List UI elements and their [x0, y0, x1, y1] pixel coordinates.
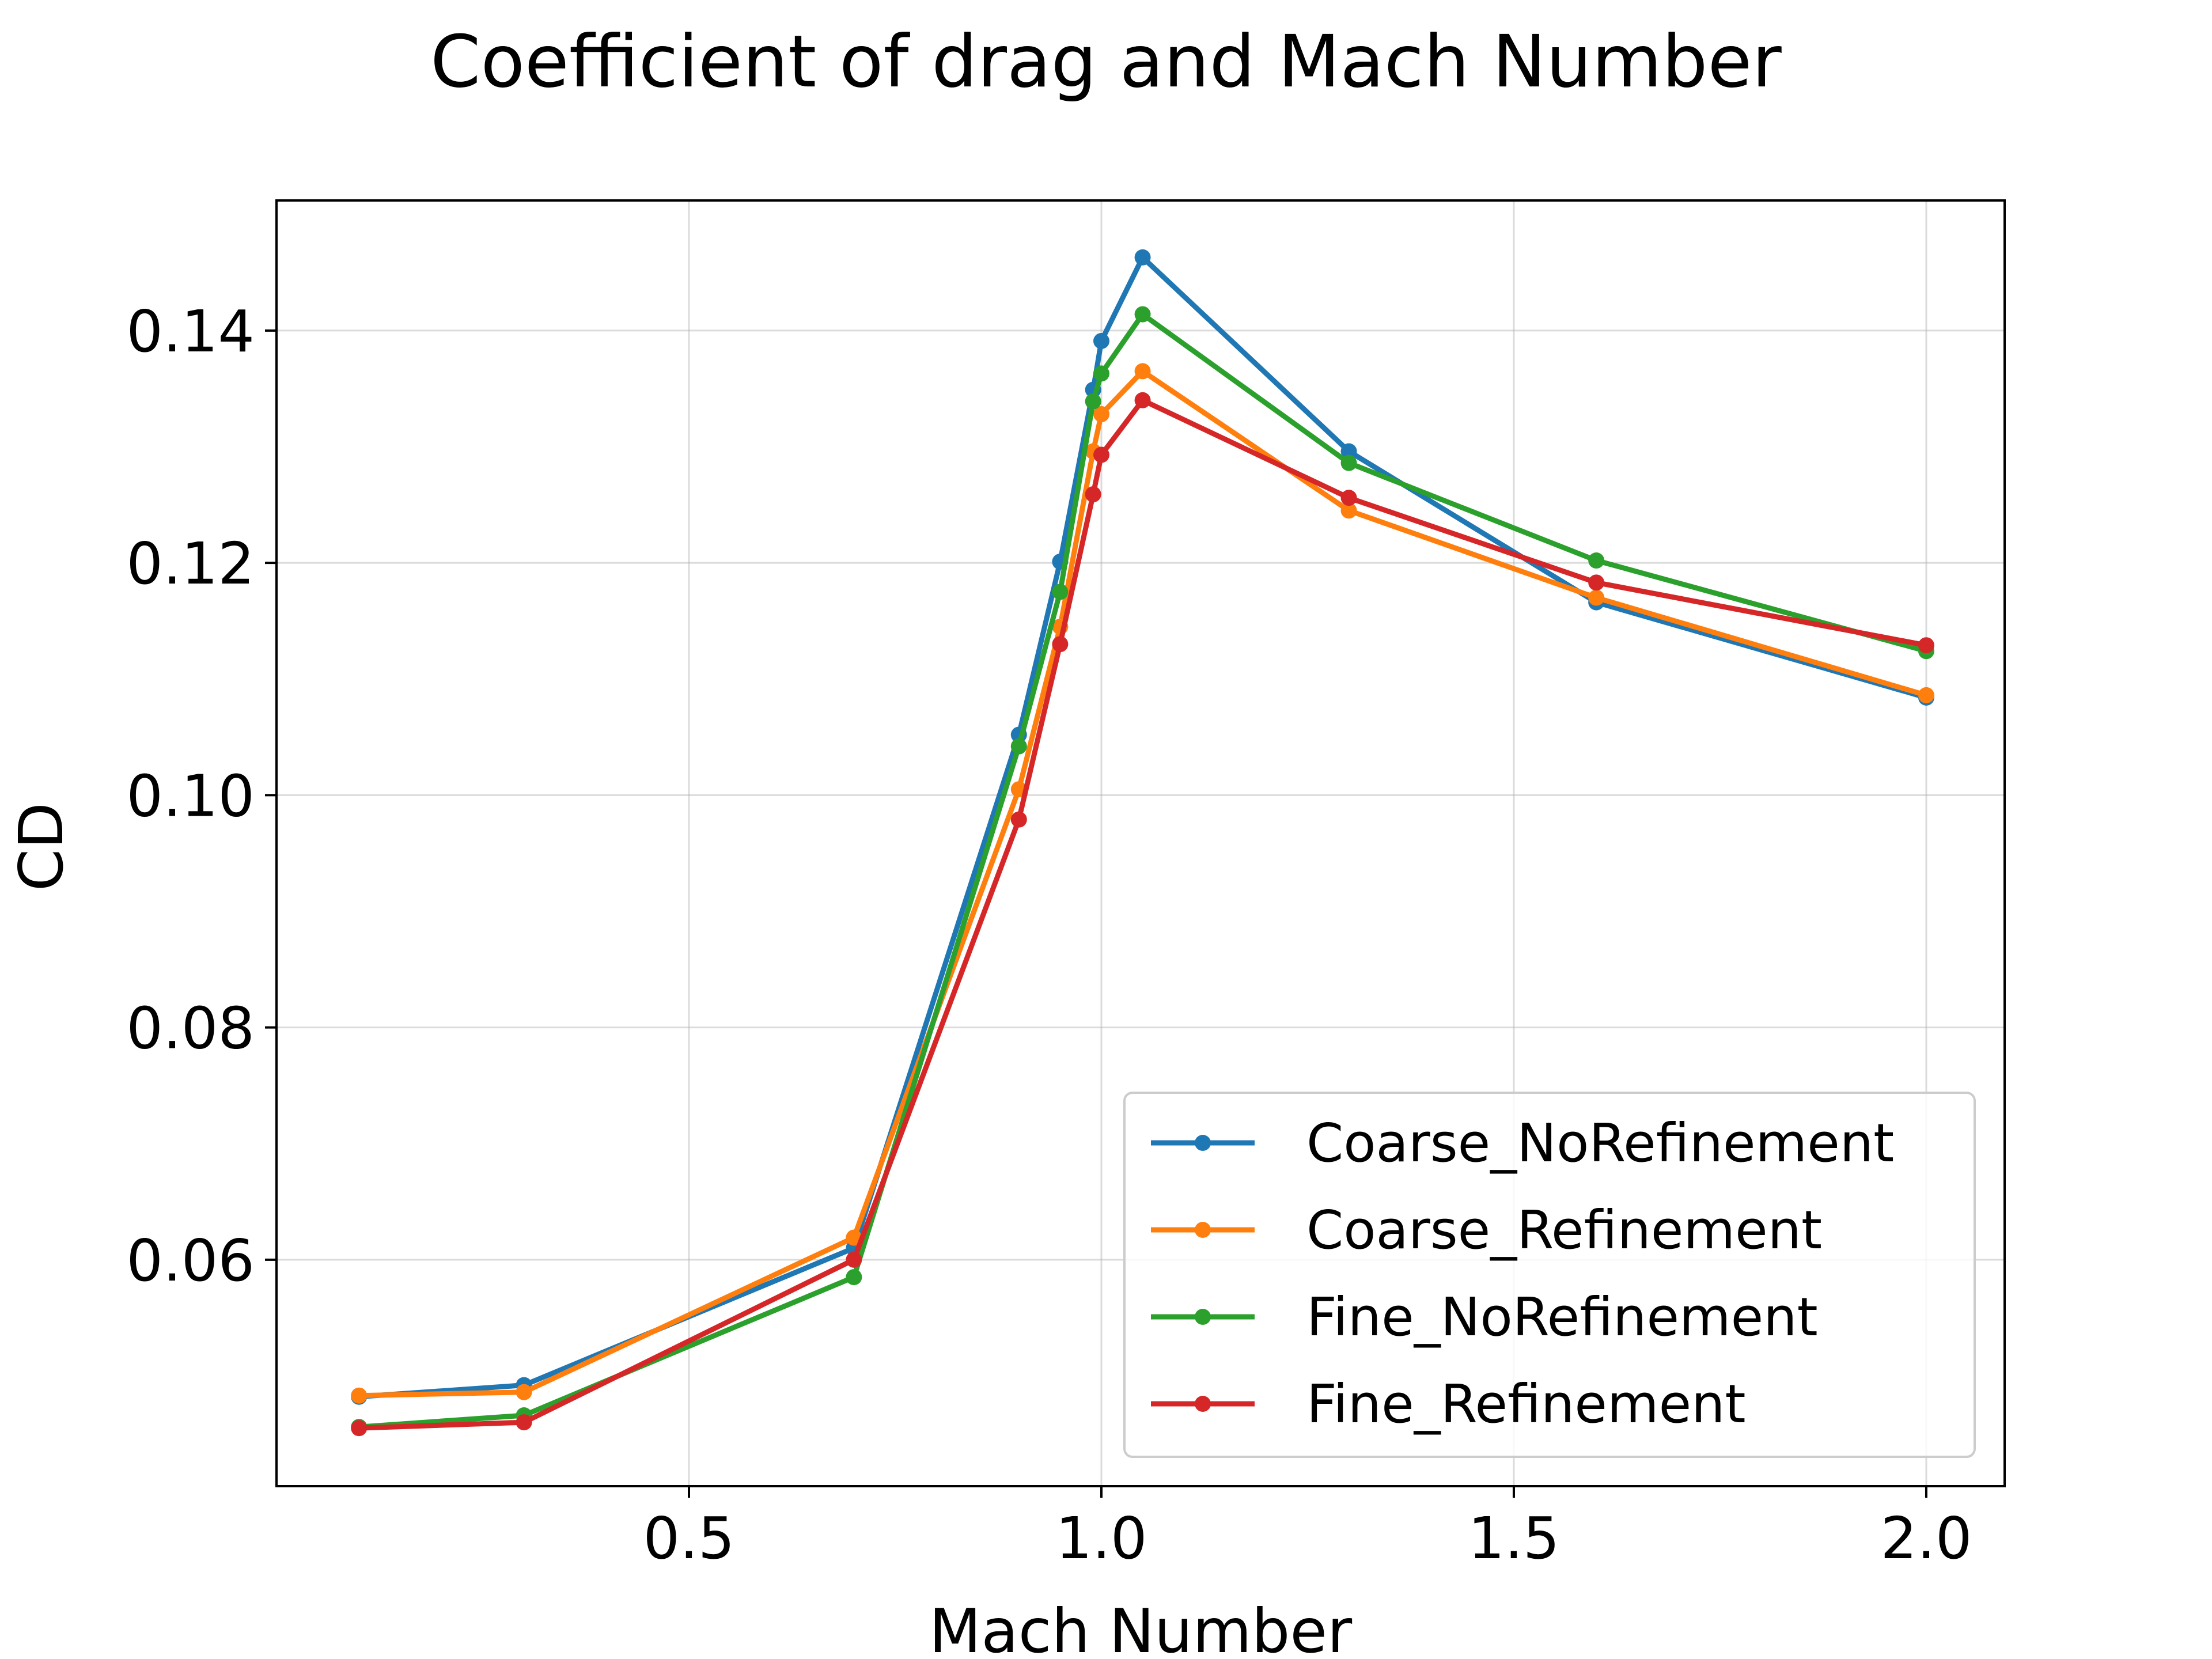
- data-point: [351, 1420, 368, 1437]
- series-fine-norefinement: [351, 306, 1934, 1435]
- x-tick-label: 2.0: [1880, 1505, 1972, 1572]
- series-fine-refinement: [351, 392, 1934, 1437]
- data-point: [846, 1269, 862, 1286]
- data-point: [1085, 393, 1101, 410]
- series-group: [351, 249, 1934, 1437]
- y-tick-label: 0.06: [126, 1227, 255, 1294]
- legend-entry: Fine_NoRefinement: [1151, 1286, 1818, 1348]
- data-point: [1134, 392, 1151, 408]
- x-axis-ticks: 0.5 1.0 1.5 2.0: [643, 1486, 1972, 1572]
- data-point: [1340, 502, 1357, 519]
- data-point: [1918, 637, 1934, 654]
- legend-items: Coarse_NoRefinement Coarse_Refinement Fine…: [1151, 1112, 1894, 1435]
- legend-marker: [1195, 1309, 1211, 1325]
- data-point: [516, 1384, 532, 1400]
- data-point: [1134, 249, 1151, 266]
- data-point: [351, 1387, 368, 1404]
- legend-box: [1123, 1092, 1976, 1458]
- legend-label: Fine_Refinement: [1306, 1373, 1746, 1435]
- data-point: [1093, 332, 1109, 349]
- y-tick-label: 0.12: [126, 530, 255, 597]
- legend-entry: Coarse_Refinement: [1151, 1199, 1822, 1261]
- legend-marker: [1195, 1135, 1211, 1151]
- x-axis-label: Mach Number: [929, 1596, 1353, 1659]
- legend-entry: Coarse_NoRefinement: [1151, 1112, 1894, 1174]
- y-tick-label: 0.08: [126, 995, 255, 1062]
- plot-frame: [275, 199, 2006, 1487]
- legend-entry: Fine_Refinement: [1151, 1373, 1746, 1435]
- data-point: [1340, 454, 1357, 471]
- chart-title: Coefficient of drag and Mach Number: [430, 20, 1782, 104]
- y-tick-label: 0.14: [126, 298, 255, 365]
- data-point: [1052, 584, 1069, 600]
- data-point: [1010, 738, 1027, 755]
- data-point: [1340, 490, 1357, 506]
- data-point: [1918, 687, 1934, 703]
- data-point: [1134, 363, 1151, 380]
- legend-label: Fine_NoRefinement: [1306, 1286, 1818, 1348]
- legend-marker: [1195, 1396, 1211, 1412]
- legend-label: Coarse_NoRefinement: [1306, 1112, 1894, 1174]
- legend-marker: [1195, 1222, 1211, 1238]
- data-point: [1588, 589, 1605, 606]
- data-point: [1588, 552, 1605, 569]
- data-point: [1093, 406, 1109, 422]
- legend-label: Coarse_Refinement: [1306, 1199, 1822, 1261]
- x-tick-label: 0.5: [643, 1505, 734, 1572]
- x-tick-label: 1.0: [1055, 1505, 1147, 1572]
- y-axis-ticks: 0.06 0.08 0.10 0.12 0.14: [126, 298, 276, 1294]
- data-point: [1085, 486, 1101, 503]
- data-point: [1093, 365, 1109, 382]
- data-point: [516, 1414, 532, 1431]
- legend: Coarse_NoRefinement Coarse_Refinement Fine…: [1123, 1092, 1976, 1458]
- data-point: [1134, 306, 1151, 323]
- x-tick-label: 1.5: [1468, 1505, 1559, 1572]
- grid-lines: [276, 200, 2005, 1486]
- data-point: [1010, 811, 1027, 828]
- data-point: [1052, 636, 1069, 653]
- data-point: [1093, 446, 1109, 463]
- data-point: [1340, 443, 1357, 460]
- data-point: [1588, 574, 1605, 591]
- data-point: [846, 1251, 862, 1268]
- y-tick-label: 0.10: [126, 762, 255, 830]
- y-axis-label: CD: [6, 802, 77, 891]
